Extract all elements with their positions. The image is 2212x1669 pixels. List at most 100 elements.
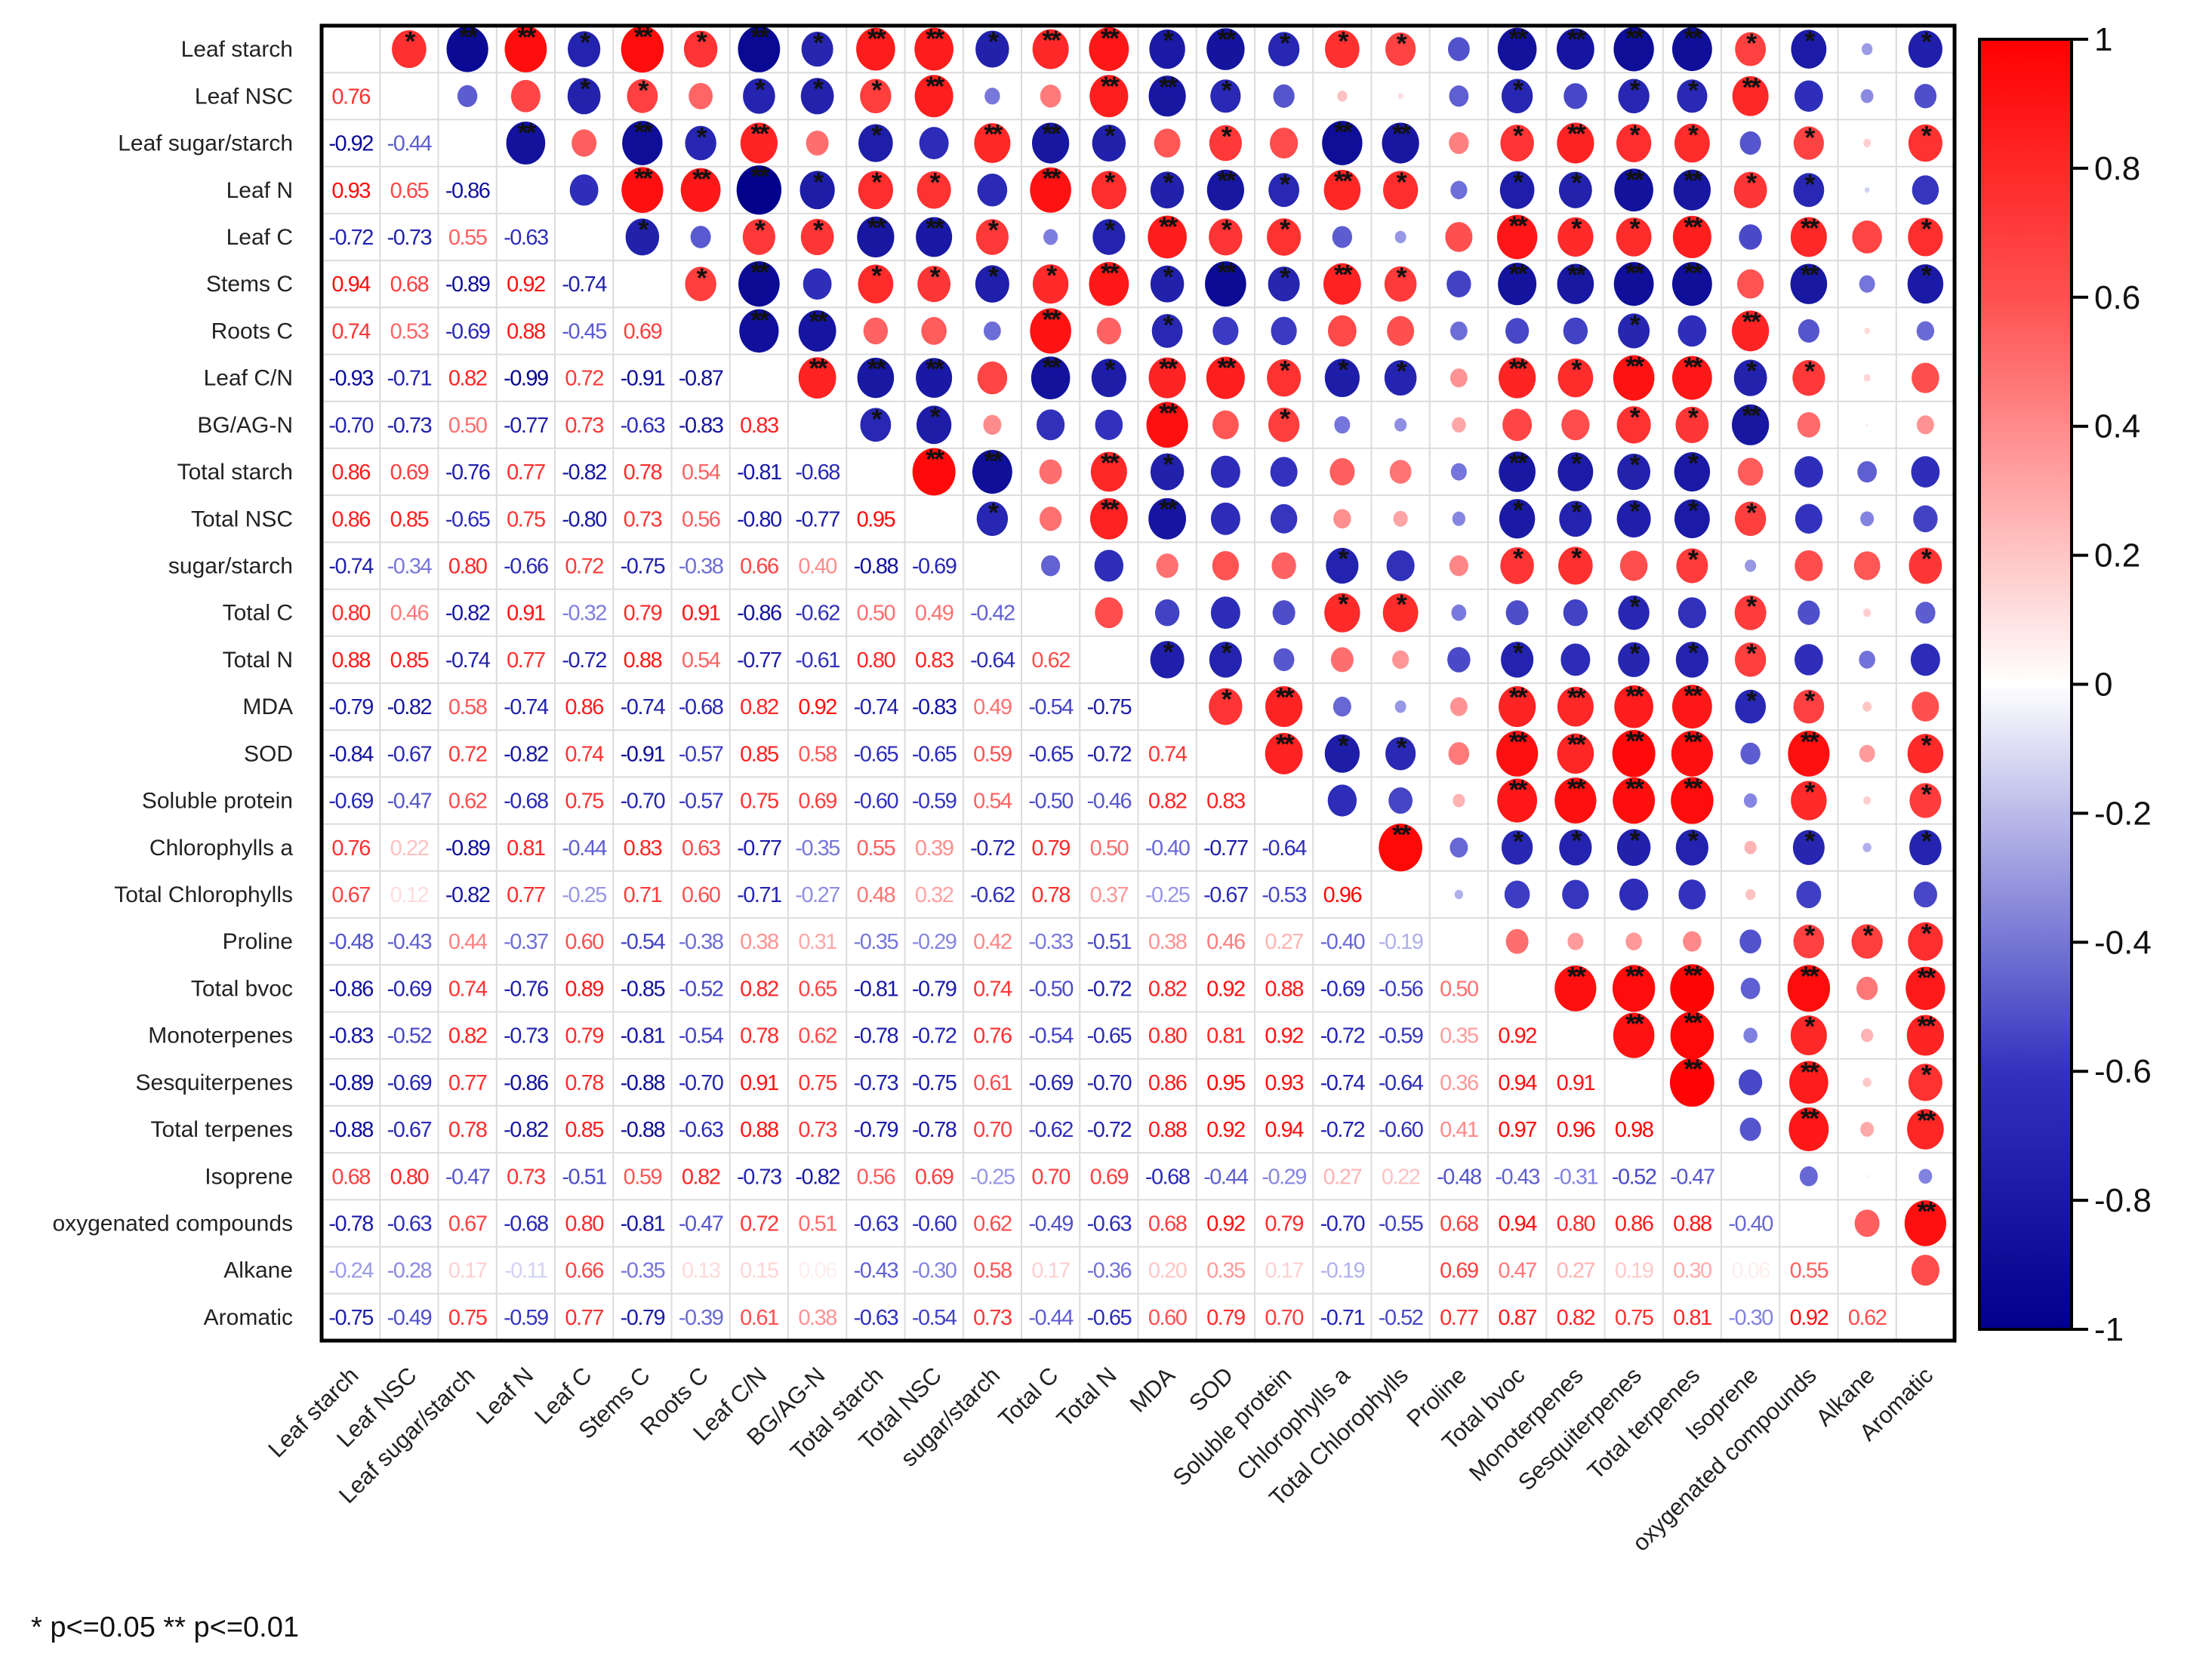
correlation-circle [1451,604,1467,621]
significance-stars: ** [1917,962,1936,993]
correlation-value-label: 0.15 [740,1259,778,1283]
correlation-circle [1854,1209,1880,1237]
correlation-value-label: -0.64 [970,648,1015,673]
correlation-value-label: -0.72 [912,1024,957,1049]
correlation-circle [1383,171,1419,210]
correlation-circle [1865,1175,1868,1178]
correlation-circle [975,265,1009,303]
correlation-circle [1733,359,1767,396]
correlation-circle [1793,924,1825,959]
correlation-value-label: -0.72 [1087,977,1132,1001]
correlation-value-label: 0.55 [857,836,895,861]
significance-stars: ** [1509,258,1528,289]
significance-stars: ** [1742,400,1761,431]
correlation-value-label: 0.54 [973,790,1012,814]
correlation-circle [622,121,663,165]
row-label: Proline [223,929,293,954]
correlation-circle [1563,83,1588,109]
correlation-value-label: -0.64 [1379,1071,1424,1095]
correlation-value-label: -0.54 [679,1024,724,1049]
correlation-value-label: 0.68 [1148,1212,1187,1236]
correlation-circle [1862,701,1872,712]
correlation-value-label: -0.63 [1087,1212,1132,1236]
correlation-value-label: 0.70 [1265,1306,1303,1330]
significance-stars: ** [1101,70,1120,101]
correlation-value-label: 0.79 [1265,1212,1303,1236]
correlation-circle [1272,600,1295,626]
correlation-circle [857,216,895,258]
correlation-circle [1743,793,1758,808]
significance-stars: ** [1392,118,1411,149]
correlation-circle [1913,505,1938,533]
correlation-circle [1149,29,1185,69]
correlation-circle [1859,275,1875,293]
correlation-value-label: -0.71 [387,367,432,391]
significance-stars: ** [926,213,944,244]
row-label: SOD [244,741,293,766]
correlation-circle [625,218,660,256]
correlation-value-label: -0.72 [328,226,373,250]
significance-stars: ** [1917,1104,1936,1135]
correlation-circle [972,449,1012,494]
correlation-circle [1671,27,1712,72]
correlation-circle [1450,180,1468,199]
correlation-value-label: -0.47 [387,790,432,814]
correlation-circle [1612,729,1656,778]
correlation-value-label: 0.50 [1090,836,1129,861]
correlation-value-label: 0.88 [1673,1212,1711,1236]
significance-stars: ** [750,161,769,192]
correlation-value-label: 0.73 [798,1118,836,1142]
correlation-value-label: 0.46 [1206,930,1245,954]
correlation-value-label: 0.76 [973,1024,1012,1049]
correlation-value-label: -0.44 [1028,1306,1074,1330]
correlation-circle [1032,29,1069,69]
correlation-circle [1793,689,1825,724]
correlation-circle [1499,357,1536,399]
correlation-value-label: 0.58 [448,695,487,719]
correlation-circle [1908,1064,1942,1101]
correlation-value-label: 0.77 [565,1306,603,1330]
correlation-circle [1794,456,1823,488]
significance-stars: ** [1509,23,1528,54]
correlation-circle [1732,310,1770,352]
correlation-circle [1861,43,1873,56]
correlation-value-label: -0.79 [854,1118,898,1142]
correlation-value-label: -0.51 [1087,930,1132,954]
correlation-value-label: 0.92 [1206,1118,1245,1142]
row-label: Stems C [206,272,293,297]
significance-stars: ** [1334,116,1353,147]
correlation-value-label: 0.73 [624,507,662,531]
correlation-value-label: -0.28 [387,1259,432,1283]
correlation-value-label: 0.91 [682,602,720,626]
correlation-value-label: -0.63 [387,1212,432,1236]
correlation-circle [1386,550,1415,581]
correlation-circle [1625,932,1642,951]
correlation-circle [1148,215,1187,259]
correlation-circle [1740,742,1761,765]
correlation-circle [1787,965,1831,1012]
significance-stars: ** [1684,680,1702,711]
correlation-value-label: 0.79 [1031,836,1070,861]
correlation-circle [1745,888,1756,901]
correlation-circle [685,125,716,161]
correlation-circle [1327,315,1357,347]
correlation-value-label: 0.22 [390,836,429,861]
correlation-value-label: 0.78 [740,1024,778,1049]
correlation-circle [1270,457,1298,487]
correlation-value-label: -0.73 [504,1024,548,1049]
correlation-circle [1209,125,1242,162]
correlation-value-label: 0.81 [507,836,545,861]
correlation-value-label: 0.88 [507,319,545,343]
correlation-circle [1859,651,1875,669]
significance-stars: ** [750,257,769,288]
row-label: Total Chlorophylls [114,882,293,907]
significance-stars: ** [867,212,886,243]
correlation-value-label: 0.35 [1206,1259,1245,1283]
correlation-value-label: -0.78 [912,1118,957,1142]
significance-stars: ** [1684,1007,1702,1038]
correlation-value-label: 0.48 [857,883,895,907]
correlation-value-label: 0.85 [390,507,429,531]
correlation-value-label: 0.74 [1148,742,1188,766]
correlation-circle [1909,830,1942,866]
